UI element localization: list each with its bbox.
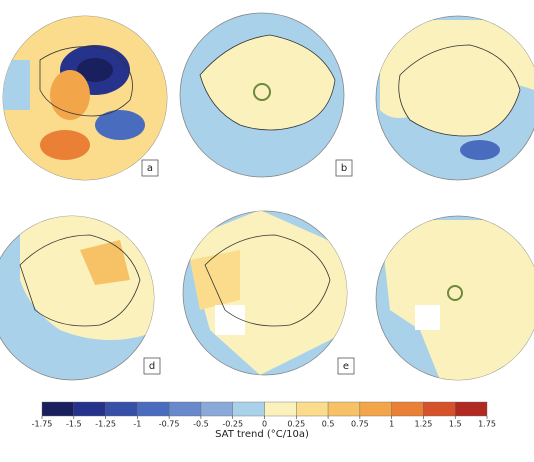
panel-label: d (149, 361, 155, 372)
tick-label: -1.5 (66, 420, 82, 429)
tick-label: -0.75 (159, 420, 180, 429)
tick-label: -1.25 (95, 420, 116, 429)
colorbar-segment (105, 401, 138, 417)
tick-label: -0.25 (222, 420, 243, 429)
colorbar-segment (200, 401, 233, 417)
panel-label: a (147, 163, 153, 174)
colorbar-segment (41, 401, 74, 417)
colorbar-segment (391, 401, 424, 417)
colorbar-segment (359, 401, 392, 417)
colorbar-segment (423, 401, 456, 417)
panel-label-box (143, 357, 161, 375)
tick-label: -0.5 (193, 420, 209, 429)
tick-label: 0.25 (287, 420, 305, 429)
colorbar-label: SAT trend (°C/10a) (215, 429, 309, 440)
tick-label: 1 (389, 420, 394, 429)
map-panel (0, 215, 155, 381)
tick-label: 1.75 (478, 420, 496, 429)
panel-label-box (141, 159, 159, 177)
map-panel (182, 210, 348, 376)
map-panel (375, 215, 534, 381)
panel-label-box (335, 159, 353, 177)
colorbar-segment (296, 401, 329, 417)
colorbar-segment (137, 401, 170, 417)
map-panel (179, 12, 345, 178)
tick-label: 0 (262, 420, 267, 429)
tick-label: 0.75 (351, 420, 369, 429)
panel-label-box (337, 357, 355, 375)
colorbar-segment (455, 401, 488, 417)
panel-label: e (343, 361, 349, 372)
colorbar-segment (168, 401, 202, 417)
colorbar-segment (232, 401, 265, 417)
panel-label: b (341, 163, 347, 174)
map-panel (2, 15, 168, 181)
map-panel (375, 15, 534, 181)
colorbar-segment (73, 401, 106, 417)
tick-label: 0.5 (322, 420, 335, 429)
tick-label: -1.75 (32, 420, 53, 429)
tick-label: 1.5 (449, 420, 462, 429)
tick-label: 1.25 (415, 420, 433, 429)
colorbar-segment (264, 401, 297, 417)
tick-label: -1 (133, 420, 141, 429)
colorbar-segment (327, 401, 361, 417)
